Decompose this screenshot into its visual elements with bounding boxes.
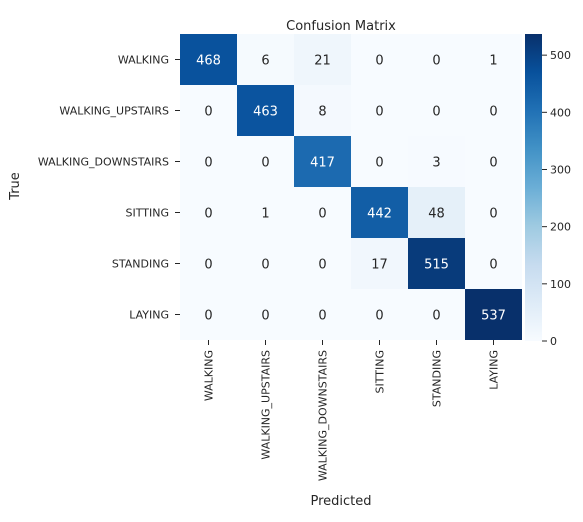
row-tick-label: WALKING xyxy=(118,54,169,67)
heatmap-cell xyxy=(408,85,465,136)
colorbar-tick-label: 400 xyxy=(550,106,571,119)
heatmap-cell xyxy=(180,34,237,85)
cell-value: 21 xyxy=(314,54,331,69)
cell-value: 0 xyxy=(432,54,440,69)
cell-value: 0 xyxy=(375,156,383,171)
heatmap-cell xyxy=(237,34,294,85)
cell-value: 0 xyxy=(318,309,326,324)
cell-value: 0 xyxy=(261,156,269,171)
cell-value: 515 xyxy=(424,258,449,273)
cell-value: 0 xyxy=(318,258,326,273)
cell-value: 1 xyxy=(489,54,497,69)
cell-value: 0 xyxy=(204,105,212,120)
cell-value: 417 xyxy=(310,156,335,171)
heatmap-cell xyxy=(237,187,294,238)
cell-value: 0 xyxy=(375,105,383,120)
cell-value: 463 xyxy=(253,105,278,120)
row-tick-label: WALKING_DOWNSTAIRS xyxy=(38,156,169,169)
y-axis-label: True xyxy=(8,172,23,201)
heatmap-cell xyxy=(408,34,465,85)
cell-value: 6 xyxy=(261,54,269,69)
heatmap-cell xyxy=(465,289,522,340)
chart-title: Confusion Matrix xyxy=(286,19,396,34)
heatmap-cell xyxy=(237,289,294,340)
colorbar-tick-label: 500 xyxy=(550,49,571,62)
colorbar-ticks: 0 100 200 300 400 500 xyxy=(542,49,571,348)
heatmap-cell xyxy=(180,187,237,238)
heatmap-cell xyxy=(351,136,408,187)
heatmap-cell xyxy=(180,85,237,136)
col-tick-label: LAYING xyxy=(488,350,501,390)
heatmap-cell xyxy=(237,238,294,289)
colorbar-tick-label: 300 xyxy=(550,163,571,176)
col-tick-label: WALKING_DOWNSTAIRS xyxy=(317,350,330,481)
cell-value: 17 xyxy=(371,258,388,273)
column-labels: WALKING WALKING_UPSTAIRS WALKING_DOWNSTAIR… xyxy=(203,340,501,481)
heatmap-cell xyxy=(465,136,522,187)
col-tick-label: WALKING xyxy=(203,350,216,401)
cell-value: 0 xyxy=(489,207,497,222)
cell-value: 0 xyxy=(204,309,212,324)
row-labels: WALKING WALKING_UPSTAIRS WALKING_DOWNSTAIR… xyxy=(38,54,180,322)
heatmap-cell xyxy=(408,238,465,289)
cell-value: 0 xyxy=(261,258,269,273)
col-tick-label: STANDING xyxy=(431,350,444,407)
cell-value: 0 xyxy=(489,258,497,273)
heatmap-cell xyxy=(237,85,294,136)
cell-value: 48 xyxy=(428,207,445,222)
colorbar-tick-label: 100 xyxy=(550,278,571,291)
heatmap-cell xyxy=(237,136,294,187)
heatmap-cell xyxy=(408,136,465,187)
col-tick-label: SITTING xyxy=(374,350,387,393)
cell-value: 442 xyxy=(367,207,392,222)
heatmap-cell xyxy=(351,85,408,136)
cell-value: 3 xyxy=(432,156,440,171)
cell-value: 0 xyxy=(489,156,497,171)
cell-value: 0 xyxy=(489,105,497,120)
cell-value: 8 xyxy=(318,105,326,120)
heatmap-cell xyxy=(351,238,408,289)
heatmap-cell xyxy=(294,136,351,187)
heatmap-cells: 468 6 21 0 0 1 0 463 8 0 0 0 0 0 417 0 3 0 0 1 0 442 48 0 0 0 0 17 5… xyxy=(180,34,522,340)
heatmap-cell xyxy=(408,187,465,238)
cell-value: 537 xyxy=(481,309,506,324)
heatmap-cell xyxy=(180,136,237,187)
cell-value: 0 xyxy=(204,207,212,222)
heatmap-cell xyxy=(294,238,351,289)
heatmap-cell xyxy=(351,289,408,340)
cell-value: 1 xyxy=(261,207,269,222)
cell-value: 0 xyxy=(318,207,326,222)
cell-value: 0 xyxy=(432,309,440,324)
cell-value: 468 xyxy=(196,54,221,69)
cell-value: 0 xyxy=(375,309,383,324)
heatmap-cell xyxy=(351,187,408,238)
colorbar-tick-label: 0 xyxy=(550,335,557,348)
cell-value: 0 xyxy=(261,309,269,324)
heatmap-cell xyxy=(351,34,408,85)
heatmap-cell xyxy=(294,85,351,136)
col-tick-label: WALKING_UPSTAIRS xyxy=(260,350,273,460)
x-axis-label: Predicted xyxy=(310,494,371,509)
cell-value: 0 xyxy=(375,54,383,69)
colorbar xyxy=(525,34,542,341)
colorbar-tick-label: 200 xyxy=(550,221,571,234)
heatmap-cell xyxy=(180,289,237,340)
heatmap-cell xyxy=(180,238,237,289)
cell-value: 0 xyxy=(204,156,212,171)
heatmap-cell xyxy=(294,187,351,238)
heatmap-cell xyxy=(465,187,522,238)
row-tick-label: WALKING_UPSTAIRS xyxy=(59,105,169,118)
heatmap-cell xyxy=(294,289,351,340)
heatmap-cell xyxy=(294,34,351,85)
cell-value: 0 xyxy=(204,258,212,273)
heatmap-cell xyxy=(465,85,522,136)
heatmap-cell xyxy=(408,289,465,340)
cell-value: 0 xyxy=(432,105,440,120)
heatmap-cell xyxy=(465,238,522,289)
row-tick-label: LAYING xyxy=(129,309,169,322)
row-tick-label: STANDING xyxy=(112,258,169,271)
heatmap-cell xyxy=(465,34,522,85)
row-tick-label: SITTING xyxy=(126,207,169,220)
